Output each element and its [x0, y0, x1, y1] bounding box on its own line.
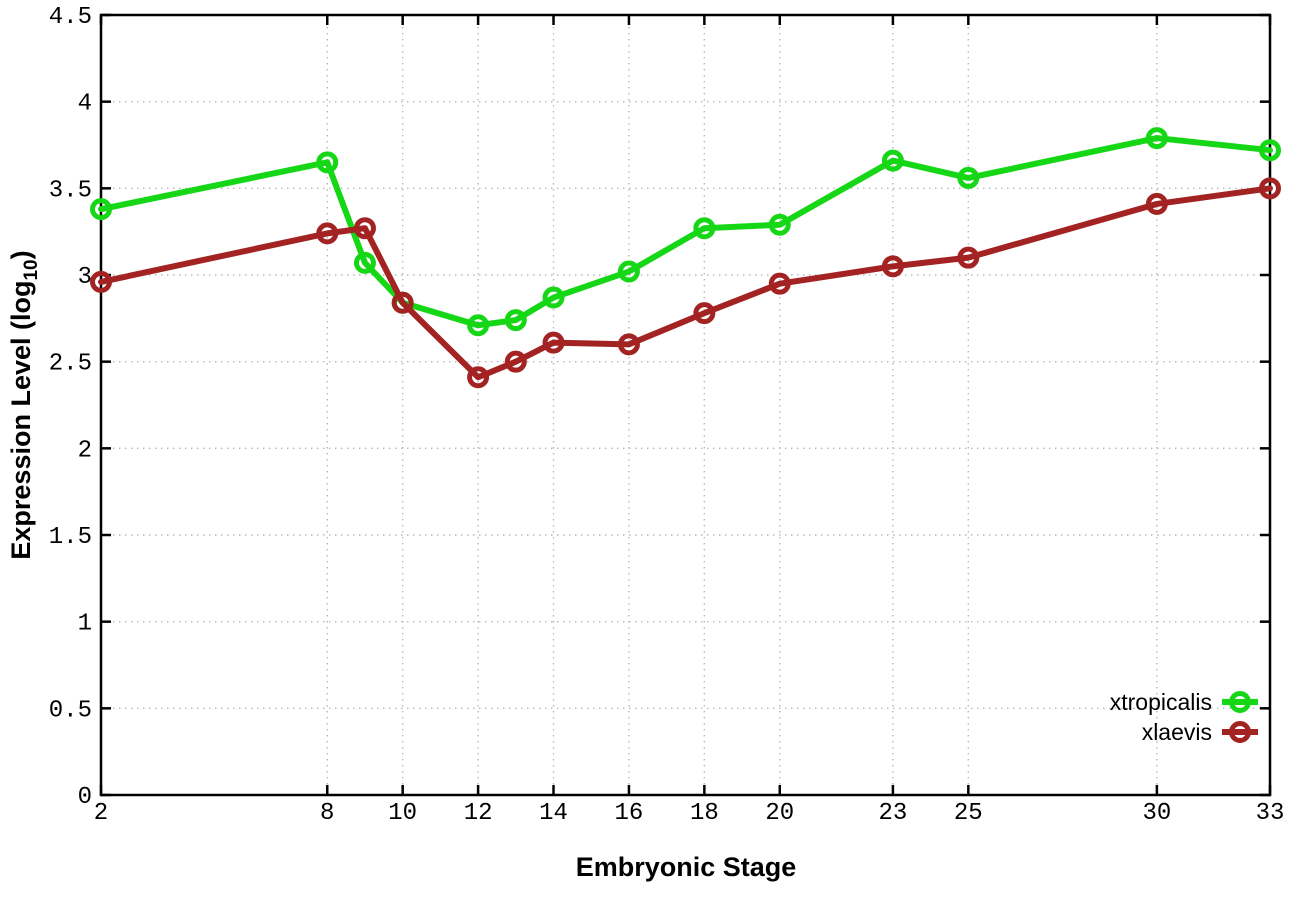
- data-point-xlaevis: [693, 302, 716, 325]
- x-axis-title: Embryonic Stage: [576, 852, 797, 882]
- data-point-xlaevis: [316, 222, 339, 245]
- x-tick-label: 8: [320, 800, 334, 827]
- data-point-xlaevis: [90, 270, 112, 293]
- data-point-xlaevis: [353, 217, 376, 240]
- x-tick-label: 14: [539, 800, 568, 827]
- axis-layer: 2 8 10 12 14 16 18 20 23 25 30 33 0 0.5 1 1.5 2 2.5 3 3.5 4 4…: [49, 4, 1285, 827]
- legend-layer: xtropicalis xlaevis: [1110, 689, 1258, 745]
- legend-marker-xlaevis: [1229, 721, 1251, 743]
- data-point-xlaevis: [504, 350, 527, 373]
- y-tick-label: 0: [78, 784, 92, 811]
- x-tick-label: 20: [765, 800, 794, 827]
- data-point-xlaevis: [467, 366, 490, 389]
- x-tick-label: 12: [464, 800, 493, 827]
- series-line-xlaevis: [98, 185, 1273, 381]
- data-point-xlaevis: [617, 333, 640, 356]
- x-tick-label: 18: [690, 800, 719, 827]
- data-point-xtropicalis: [467, 314, 490, 337]
- y-tick-label: 4: [78, 91, 92, 118]
- data-point-xtropicalis: [90, 198, 112, 221]
- series-layer: [90, 127, 1281, 389]
- data-point-xtropicalis: [693, 217, 716, 240]
- data-point-xtropicalis: [957, 166, 980, 189]
- y-tick-label: 3: [78, 264, 92, 291]
- data-point-xtropicalis: [542, 286, 565, 309]
- data-point-xlaevis: [391, 291, 414, 314]
- legend-marker-xtropicalis: [1229, 691, 1251, 713]
- data-point-xlaevis: [881, 255, 904, 278]
- data-point-xlaevis: [957, 246, 980, 269]
- data-point-xtropicalis: [504, 309, 527, 332]
- legend-label-xlaevis: xlaevis: [1142, 719, 1212, 745]
- data-point-xtropicalis: [1259, 139, 1281, 162]
- x-tick-label: 25: [954, 800, 983, 827]
- data-point-xlaevis: [542, 331, 565, 354]
- y-axis-title: Expression Level (log10): [6, 250, 42, 559]
- data-point-xtropicalis: [768, 213, 791, 236]
- legend-label-xtropicalis: xtropicalis: [1110, 689, 1212, 715]
- y-tick-label: 1: [78, 611, 92, 638]
- series-line-xtropicalis: [98, 135, 1273, 329]
- data-point-xlaevis: [1259, 177, 1281, 200]
- x-tick-label: 16: [615, 800, 644, 827]
- x-tick-label: 10: [388, 800, 417, 827]
- y-tick-label: 3.5: [49, 177, 92, 204]
- data-point-xtropicalis: [617, 260, 640, 283]
- data-point-xlaevis: [1145, 192, 1168, 215]
- x-tick-label: 23: [878, 800, 907, 827]
- data-point-xtropicalis: [353, 251, 376, 274]
- y-tick-label: 0.5: [49, 697, 92, 724]
- x-tick-label: 2: [94, 800, 108, 827]
- plot-border: [99, 13, 1272, 797]
- data-point-xtropicalis: [1145, 127, 1168, 150]
- data-point-xtropicalis: [881, 149, 904, 172]
- y-tick-label: 4.5: [49, 4, 92, 31]
- data-point-xtropicalis: [316, 151, 339, 174]
- x-tick-label: 30: [1142, 800, 1171, 827]
- data-point-xlaevis: [768, 272, 791, 295]
- y-tick-label: 2.5: [49, 351, 92, 378]
- x-tick-label: 33: [1256, 800, 1285, 827]
- y-tick-label: 1.5: [49, 524, 92, 551]
- y-tick-label: 2: [78, 437, 92, 464]
- grid-layer: [100, 14, 1271, 796]
